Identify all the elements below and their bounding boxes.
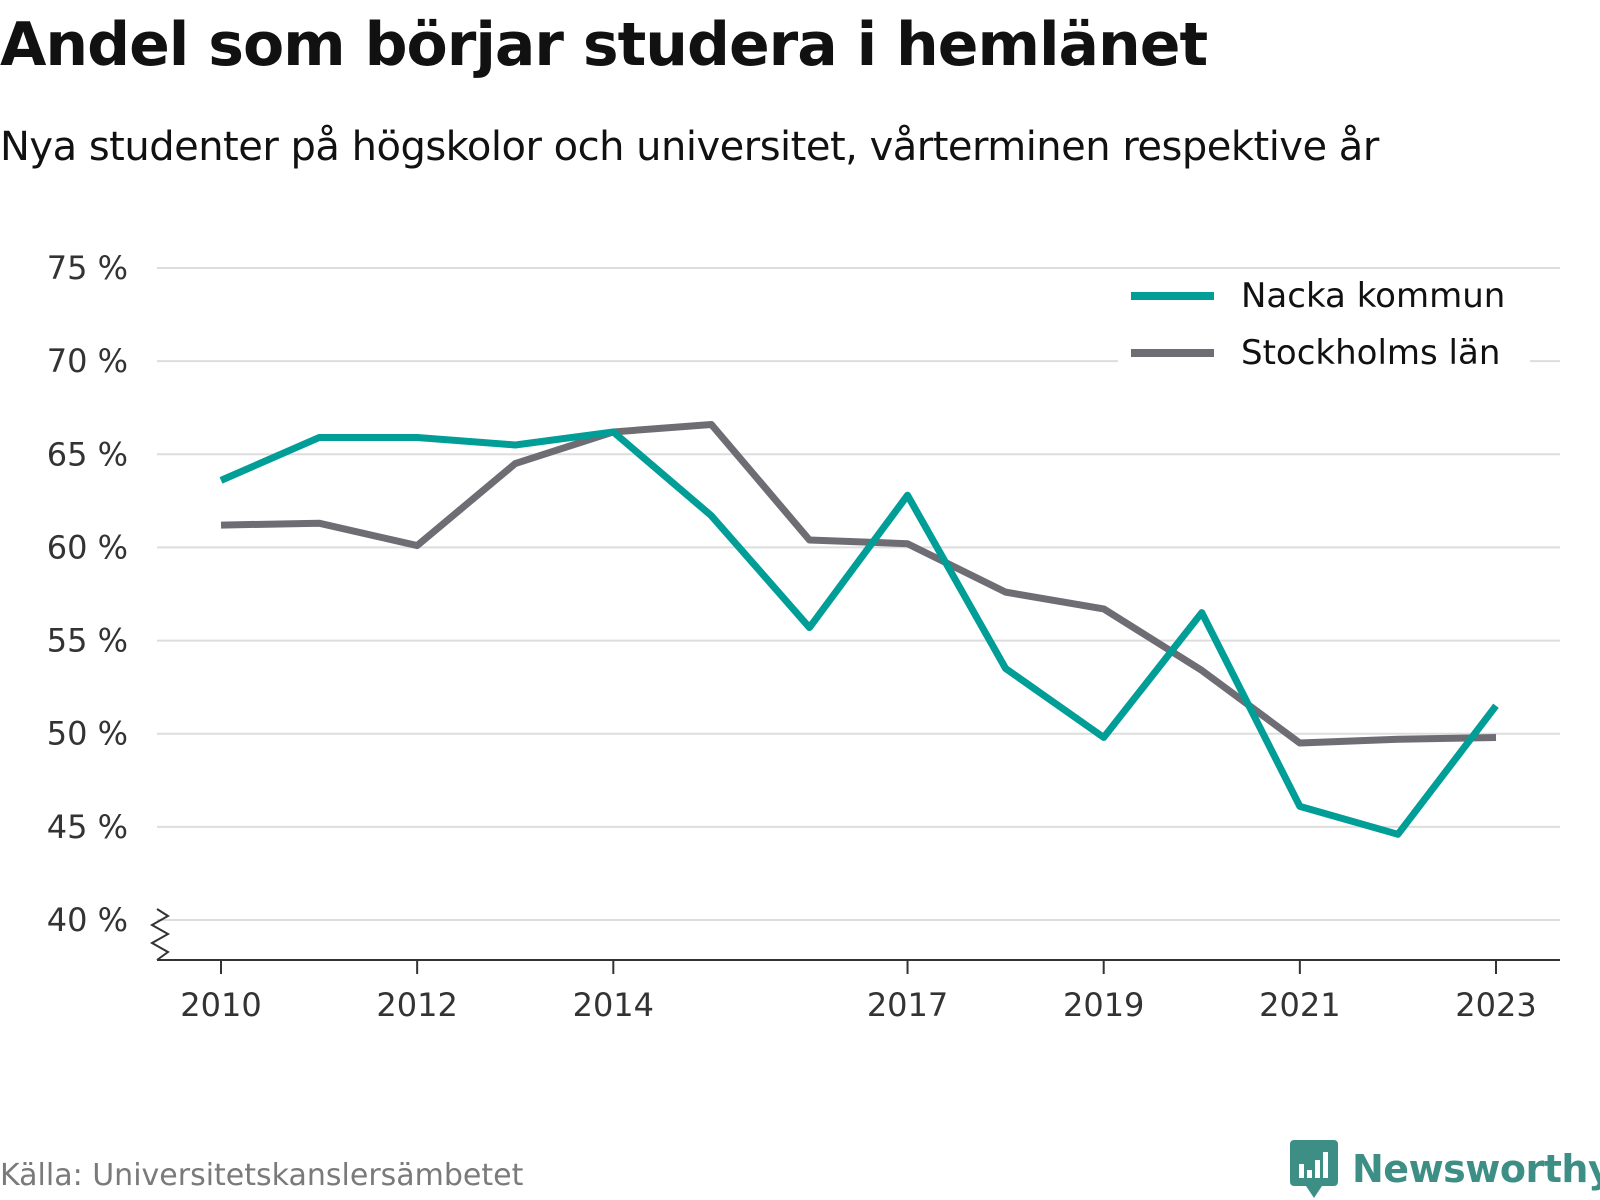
x-tick-label: 2019: [1063, 986, 1144, 1024]
x-tick-label: 2021: [1259, 986, 1340, 1024]
y-tick-label: 55 %: [47, 622, 128, 660]
legend: Nacka kommun Stockholms län: [1118, 272, 1530, 382]
series-line: [220, 420, 1497, 747]
y-tick-label: 50 %: [47, 715, 128, 753]
newsworthy-logo-icon: [1290, 1140, 1338, 1198]
chart-title: Andel som börjar studera i hemlänet: [0, 10, 1208, 80]
y-tick-label: 40 %: [47, 901, 128, 939]
series-line: [219, 428, 1499, 838]
series-lines: [219, 420, 1499, 838]
x-tick-label: 2023: [1455, 986, 1536, 1024]
brand-logo: Newsworthy: [1290, 1140, 1600, 1198]
x-tick-label: 2012: [376, 986, 457, 1024]
x-axis: [149, 908, 1560, 974]
source-note: Källa: Universitetskanslersämbetet: [0, 1158, 524, 1193]
axis-break-mark: [149, 908, 171, 961]
brand-name: Newsworthy: [1352, 1147, 1600, 1191]
line-chart: 40 %45 %50 %55 %60 %65 %70 %75 % 2010 201…: [47, 249, 1560, 1024]
legend-label: Nacka kommun: [1241, 276, 1505, 316]
x-tick-label: 2010: [180, 986, 261, 1024]
y-tick-label: 65 %: [47, 435, 128, 473]
y-tick-label: 75 %: [47, 249, 128, 287]
chart-subtitle: Nya studenter på högskolor och universit…: [0, 124, 1379, 170]
y-axis-labels: 40 % 45 % 50 % 55 % 60 % 65 % 70 % 75 %: [47, 249, 128, 939]
x-axis-labels: 2010 2012 2014 2017 2019 2021 2023: [180, 986, 1536, 1024]
y-tick-label: 60 %: [47, 528, 128, 566]
y-tick-label: 70 %: [47, 342, 128, 380]
legend-label: Stockholms län: [1241, 333, 1500, 373]
x-tick-label: 2017: [867, 986, 948, 1024]
y-tick-label: 45 %: [47, 808, 128, 846]
legend-background: [1118, 272, 1530, 382]
x-tick-label: 2014: [573, 986, 654, 1024]
